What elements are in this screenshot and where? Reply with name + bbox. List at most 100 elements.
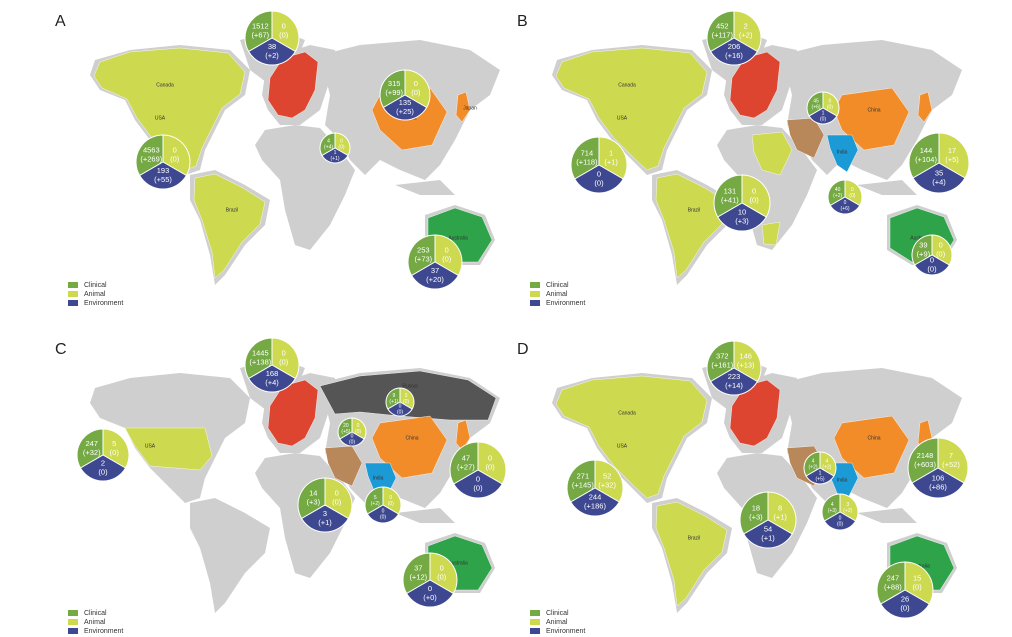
country-label: India bbox=[837, 149, 848, 155]
pie-count: 37 bbox=[414, 564, 422, 573]
pie-sector bbox=[321, 147, 349, 164]
highlighted-region bbox=[124, 427, 213, 471]
legend-label: Environment bbox=[84, 300, 123, 307]
panel-letter: A bbox=[55, 13, 66, 30]
legend-label: Animal bbox=[84, 619, 106, 626]
pie-change: (0) bbox=[349, 439, 355, 445]
pie-count: 1 bbox=[819, 470, 822, 476]
pie-sector bbox=[453, 469, 503, 499]
pie-sector bbox=[913, 254, 951, 276]
pie-change: (0) bbox=[110, 448, 120, 457]
country-label: India bbox=[373, 475, 384, 481]
pie-change: (0) bbox=[388, 501, 394, 507]
pie-sector bbox=[382, 94, 428, 121]
pie-count: 206 bbox=[728, 42, 741, 51]
pie-change: (+32) bbox=[83, 448, 101, 457]
pie-change: (+20) bbox=[426, 275, 444, 284]
pie-change: (0) bbox=[332, 498, 342, 507]
pie-count: 144 bbox=[920, 146, 933, 155]
pie-change: (+4) bbox=[932, 177, 946, 186]
pie-count: 4563 bbox=[143, 146, 160, 155]
pie-count: 0 bbox=[844, 200, 847, 206]
pie-count: 2 bbox=[101, 458, 105, 467]
pie: 9(+1)3(0)0(0) bbox=[385, 387, 415, 417]
panel: BCanadaUSABrazilChinaIndiaAustralia452(+… bbox=[517, 10, 970, 307]
pie-count: 0 bbox=[488, 453, 492, 462]
pie-count: 271 bbox=[577, 471, 590, 480]
pie-change: (+2) bbox=[843, 508, 852, 514]
pie: 144(+104) 17(+5)35(+4) bbox=[908, 132, 970, 194]
pie-count: 35 bbox=[935, 168, 943, 177]
pie-change: (+5) bbox=[945, 155, 959, 164]
legend-swatch bbox=[68, 300, 78, 306]
pie-count: 40 bbox=[835, 187, 841, 193]
pie-change: (+1) bbox=[389, 399, 398, 405]
pie-count: 452 bbox=[716, 22, 729, 31]
pie: 1445(+138) 0(0)168(+4) bbox=[244, 337, 300, 393]
pie-sector bbox=[574, 164, 624, 194]
pie-count: 0 bbox=[335, 489, 339, 498]
legend-swatch bbox=[530, 282, 540, 288]
pie-change: (0) bbox=[397, 409, 403, 415]
pie: 1512(+67) 0(0)38(+2) bbox=[244, 10, 300, 66]
pie-count: 2 bbox=[744, 22, 748, 31]
country-label: Brazil bbox=[226, 207, 239, 213]
pie-count: 4 bbox=[812, 458, 815, 464]
pie-count: 135 bbox=[399, 98, 412, 107]
pie-count: 18 bbox=[752, 503, 760, 512]
pie-sector bbox=[339, 431, 365, 447]
pie-sector bbox=[717, 202, 767, 232]
country-label: USA bbox=[155, 115, 166, 121]
pie-change: (+13) bbox=[737, 361, 755, 370]
pie-count: 1445 bbox=[252, 349, 269, 358]
pie-change: (+25) bbox=[396, 107, 414, 116]
pie-change: (0) bbox=[437, 573, 447, 582]
country-label: China bbox=[867, 107, 880, 113]
pie-count: 253 bbox=[417, 246, 430, 255]
legend-label: Clinical bbox=[84, 610, 107, 617]
legend-label: Environment bbox=[546, 300, 585, 307]
pie-change: (0) bbox=[927, 264, 937, 273]
pie-count: 10 bbox=[738, 207, 746, 216]
pie: 131(+41) 0(0) 10(+3) bbox=[713, 174, 771, 232]
country-label: USA bbox=[617, 115, 628, 121]
pie-sector bbox=[829, 196, 861, 215]
pie-change: (+52) bbox=[942, 460, 960, 469]
pie-count: 20 bbox=[343, 423, 349, 429]
country-label: USA bbox=[145, 443, 156, 449]
pie-change: (0) bbox=[411, 88, 421, 97]
pie-change: (+161) bbox=[711, 361, 733, 370]
pie-sector bbox=[823, 511, 857, 531]
country-label: Russia bbox=[402, 383, 418, 389]
legend-swatch bbox=[68, 291, 78, 297]
pie: 4(+3) 3(+2)0(0) bbox=[821, 493, 859, 531]
pie-count: 0 bbox=[428, 584, 432, 593]
pie-change: (+14) bbox=[725, 381, 743, 390]
pie-count: 4 bbox=[327, 139, 330, 145]
pie-change: (+3) bbox=[735, 216, 749, 225]
pie-change: (0) bbox=[279, 31, 289, 40]
pie-sector bbox=[300, 504, 350, 533]
pie-count: 315 bbox=[388, 79, 401, 88]
pie-change: (+12) bbox=[409, 573, 427, 582]
pie-count: 1 bbox=[334, 150, 337, 156]
legend-label: Animal bbox=[546, 619, 568, 626]
pie-change: (0) bbox=[98, 467, 108, 476]
legend-swatch bbox=[530, 300, 540, 306]
pie-count: 0 bbox=[829, 98, 832, 104]
pie: 315(+99) 0(0)135(+25) bbox=[379, 69, 431, 121]
pie-count: 0 bbox=[476, 474, 480, 483]
pie-sector bbox=[808, 107, 838, 125]
pie-count: 1 bbox=[822, 110, 825, 116]
pie-change: (+6) bbox=[840, 206, 849, 212]
pie: 253(+73) 0(0)37(+20) bbox=[407, 234, 463, 290]
pie-count: 4 bbox=[831, 502, 834, 508]
pie-count: 54 bbox=[764, 524, 772, 533]
legend-swatch bbox=[530, 610, 540, 616]
pie-change: (+2) bbox=[809, 464, 818, 470]
pie-count: 0 bbox=[173, 146, 177, 155]
pie-sector bbox=[405, 579, 455, 608]
pie-change: (0) bbox=[849, 193, 855, 199]
pie-change: (+117) bbox=[712, 31, 734, 40]
pie-sector bbox=[138, 161, 188, 190]
